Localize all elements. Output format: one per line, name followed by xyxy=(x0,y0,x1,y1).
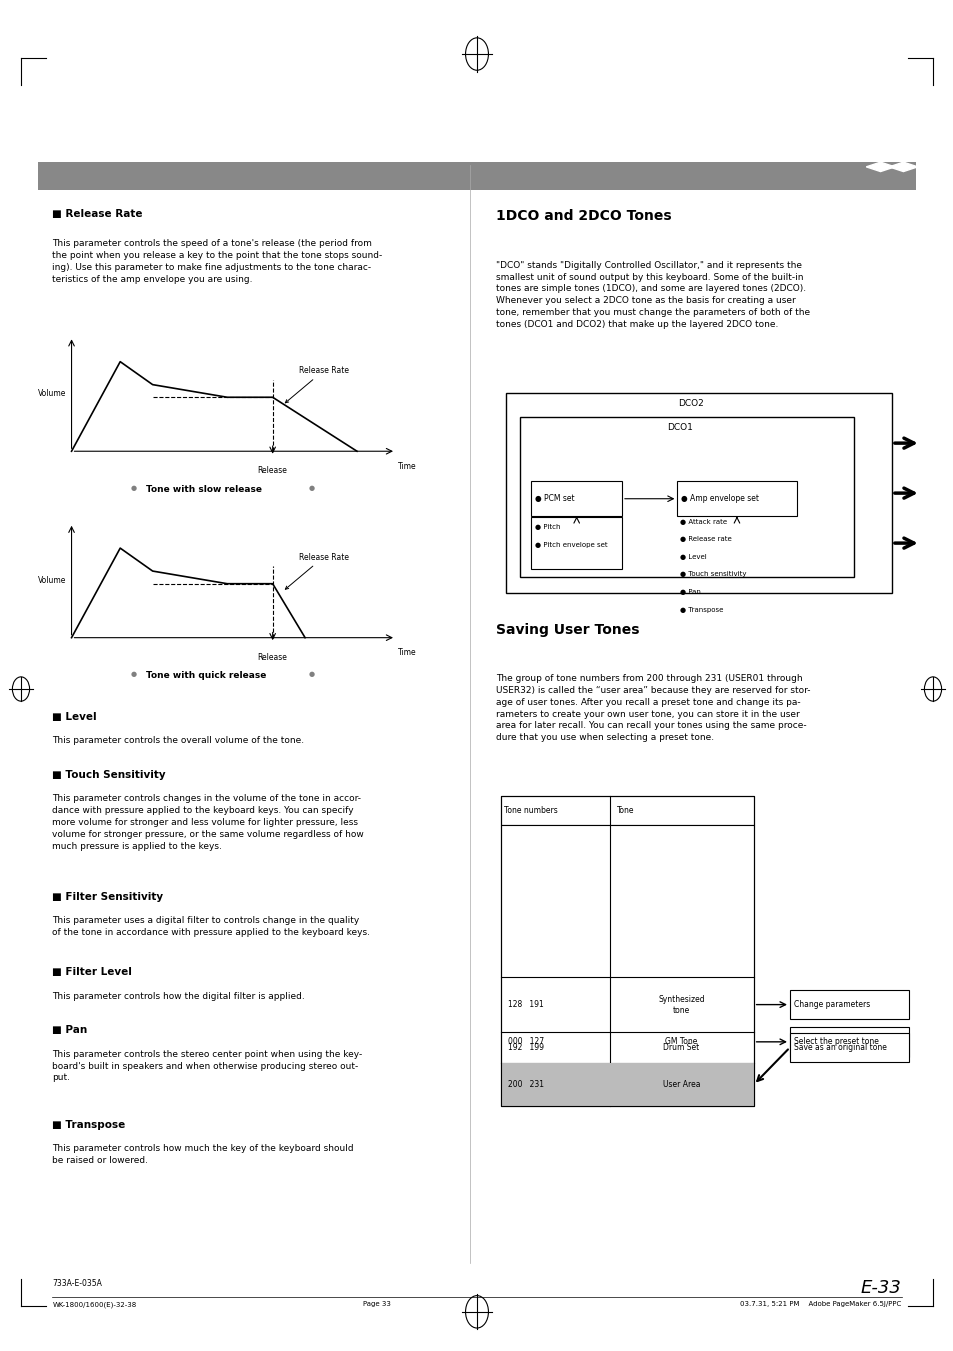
Text: This parameter controls changes in the volume of the tone in accor-
dance with p: This parameter controls changes in the v… xyxy=(52,794,364,851)
Bar xyxy=(500,796,753,1106)
Text: This parameter uses a digital filter to controls change in the quality
of the to: This parameter uses a digital filter to … xyxy=(52,916,370,936)
Text: ■ Filter Sensitivity: ■ Filter Sensitivity xyxy=(52,892,163,901)
Text: ■ Pan: ■ Pan xyxy=(52,1025,88,1035)
Text: ■ Filter Level: ■ Filter Level xyxy=(52,967,132,977)
Text: ● Amp envelope set: ● Amp envelope set xyxy=(680,494,759,503)
Polygon shape xyxy=(865,162,894,172)
Text: Select the preset tone: Select the preset tone xyxy=(793,1038,878,1046)
Text: ● Touch sensitivity: ● Touch sensitivity xyxy=(679,571,746,577)
Bar xyxy=(500,825,753,1106)
Text: Drum Set: Drum Set xyxy=(662,1043,699,1052)
Text: ●: ● xyxy=(308,671,314,677)
Text: ●: ● xyxy=(131,485,136,490)
Text: ●: ● xyxy=(131,671,136,677)
Text: Tone with slow release: Tone with slow release xyxy=(146,485,262,494)
Text: DCO1: DCO1 xyxy=(666,423,693,432)
Text: ● Attack rate: ● Attack rate xyxy=(679,519,726,524)
Polygon shape xyxy=(888,162,917,172)
Text: ■ Transpose: ■ Transpose xyxy=(52,1120,126,1129)
Text: This parameter controls the overall volume of the tone.: This parameter controls the overall volu… xyxy=(52,736,304,746)
Text: Tone: Tone xyxy=(617,807,634,815)
Text: Volume: Volume xyxy=(38,389,67,399)
Text: Release Rate: Release Rate xyxy=(285,553,348,589)
Text: Volume: Volume xyxy=(38,576,67,585)
Text: Time: Time xyxy=(397,648,416,658)
Bar xyxy=(531,517,621,569)
Text: This parameter controls the speed of a tone's release (the period from
the point: This parameter controls the speed of a t… xyxy=(52,239,382,284)
Text: ■ Level: ■ Level xyxy=(52,712,97,721)
Bar xyxy=(38,162,915,190)
Text: WK-1800/1600(E)-32-38: WK-1800/1600(E)-32-38 xyxy=(52,1301,136,1308)
Text: ■ Release Rate: ■ Release Rate xyxy=(52,209,143,219)
Text: ● Level: ● Level xyxy=(679,554,706,559)
Text: GM Tone: GM Tone xyxy=(665,1038,697,1046)
Text: ● PCM set: ● PCM set xyxy=(535,494,575,503)
Text: ● Pitch envelope set: ● Pitch envelope set xyxy=(535,542,607,547)
Text: Release Rate: Release Rate xyxy=(285,366,348,403)
Bar xyxy=(789,1027,908,1056)
Text: Save as an original tone: Save as an original tone xyxy=(793,1043,885,1052)
Bar xyxy=(500,1063,753,1106)
Text: Time: Time xyxy=(397,462,416,471)
Text: Release: Release xyxy=(257,466,287,476)
Text: 733A-E-035A: 733A-E-035A xyxy=(52,1279,102,1289)
Text: Synthesized
tone: Synthesized tone xyxy=(658,994,704,1015)
Text: Page 33: Page 33 xyxy=(362,1301,390,1306)
Text: ● Pan: ● Pan xyxy=(679,589,700,594)
Bar xyxy=(789,1032,908,1062)
Text: Tone numbers: Tone numbers xyxy=(503,807,557,815)
Text: ●: ● xyxy=(308,485,314,490)
Bar xyxy=(789,990,908,1020)
Text: Tone with quick release: Tone with quick release xyxy=(146,671,266,681)
Text: 1DCO and 2DCO Tones: 1DCO and 2DCO Tones xyxy=(496,209,671,223)
Text: ■ Touch Sensitivity: ■ Touch Sensitivity xyxy=(52,770,166,780)
Bar xyxy=(519,417,853,577)
Bar xyxy=(531,481,621,516)
Text: E-33: E-33 xyxy=(860,1279,901,1297)
Text: 03.7.31, 5:21 PM    Adobe PageMaker 6.5J/PPC: 03.7.31, 5:21 PM Adobe PageMaker 6.5J/PP… xyxy=(740,1301,901,1306)
Text: Change parameters: Change parameters xyxy=(793,1000,869,1009)
Text: This parameter controls how much the key of the keyboard should
be raised or low: This parameter controls how much the key… xyxy=(52,1144,354,1165)
Text: ● Pitch: ● Pitch xyxy=(535,524,560,530)
Bar xyxy=(677,481,796,516)
Bar xyxy=(505,393,891,593)
Text: ● Transpose: ● Transpose xyxy=(679,607,722,612)
Text: 192   199: 192 199 xyxy=(508,1043,544,1052)
Text: User Area: User Area xyxy=(662,1081,700,1089)
Text: Saving User Tones: Saving User Tones xyxy=(496,623,639,636)
Text: The group of tone numbers from 200 through 231 (USER01 through
USER32) is called: The group of tone numbers from 200 throu… xyxy=(496,674,810,742)
Text: This parameter controls the stereo center point when using the key-
board's buil: This parameter controls the stereo cente… xyxy=(52,1050,362,1082)
Bar xyxy=(500,796,753,825)
Text: 128   191: 128 191 xyxy=(508,1000,543,1009)
Text: This parameter controls how the digital filter is applied.: This parameter controls how the digital … xyxy=(52,992,305,1001)
Text: "DCO" stands "Digitally Controlled Oscillator," and it represents the
smallest u: "DCO" stands "Digitally Controlled Oscil… xyxy=(496,261,809,328)
Text: 200   231: 200 231 xyxy=(508,1081,544,1089)
Text: DCO2: DCO2 xyxy=(678,399,703,408)
Text: 000   127: 000 127 xyxy=(508,1038,544,1046)
Text: Release: Release xyxy=(257,653,287,662)
Text: ● Release rate: ● Release rate xyxy=(679,536,731,542)
